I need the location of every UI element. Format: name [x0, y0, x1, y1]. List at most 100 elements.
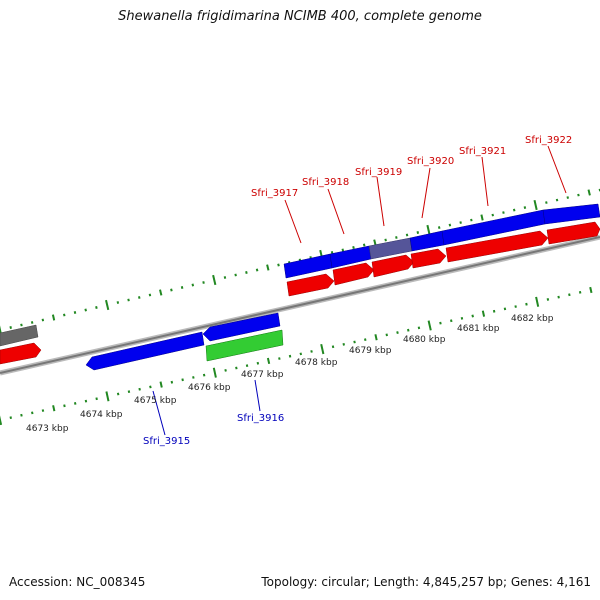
gene-sfri-3918-reverse[interactable]: [332, 262, 375, 286]
upper-tick-mark: [51, 314, 56, 321]
lower-tick-mark: [192, 376, 195, 379]
lower-tick-mark: [159, 381, 163, 388]
kbp-label-4682: 4682 kbp: [511, 314, 554, 324]
lower-tick-mark: [41, 409, 45, 412]
lower-tick-mark: [52, 405, 56, 412]
gene-green[interactable]: [205, 329, 284, 362]
lower-tick-mark: [278, 357, 281, 360]
locus-label-sfri-3921[interactable]: Sfri_3921: [459, 146, 506, 157]
lower-tick-mark: [95, 397, 98, 401]
upper-tick-mark: [352, 246, 355, 249]
upper-tick-mark: [245, 271, 248, 274]
lower-tick-mark: [288, 354, 292, 358]
kbp-label-4676: 4676 kbp: [188, 383, 231, 393]
locus-label-sfri-3920[interactable]: Sfri_3920: [407, 156, 454, 167]
accession-text: Accession: NC_008345: [9, 575, 146, 589]
upper-tick-mark: [223, 276, 227, 279]
locus-label-sfri-3922[interactable]: Sfri_3922: [525, 135, 572, 146]
upper-tick-mark: [459, 221, 462, 224]
locus-label-sfri-3917[interactable]: Sfri_3917: [251, 188, 298, 199]
lower-tick-mark: [427, 320, 432, 331]
lower-tick-mark: [0, 415, 3, 426]
lower-tick-mark: [202, 373, 206, 377]
gene-sfri-3915[interactable]: [85, 331, 205, 371]
upper-tick-mark: [30, 321, 34, 324]
lower-tick-mark: [417, 326, 421, 330]
lower-tick-mark: [224, 368, 227, 372]
lower-tick-mark: [407, 328, 410, 332]
upper-tick-track: [0, 188, 600, 336]
locus-label-sfri-3918[interactable]: Sfri_3918: [302, 177, 349, 188]
lower-tick-mark: [331, 345, 335, 349]
upper-tick-mark: [159, 289, 163, 296]
lower-tick-mark: [514, 305, 517, 308]
lower-tick-mark: [266, 357, 271, 365]
upper-tick-mark: [533, 199, 538, 211]
lower-tick-mark: [256, 361, 260, 365]
upper-tick-mark: [448, 223, 452, 227]
locus-label-sfri-3916[interactable]: Sfri_3916: [237, 413, 284, 424]
lower-tick-mark: [212, 367, 217, 378]
gene-sfri-3916-forward[interactable]: [202, 312, 281, 342]
lower-tick-mark: [503, 307, 507, 311]
kbp-label-4678: 4678 kbp: [295, 358, 338, 368]
genome-title: Shewanella frigidimarina NCIMB 400, comp…: [118, 9, 482, 24]
upper-tick-mark: [9, 326, 12, 329]
locus-label-sfri-3919[interactable]: Sfri_3919: [355, 167, 402, 178]
upper-tick-mark: [545, 201, 548, 204]
gene-sfri-3919-reverse[interactable]: [371, 254, 415, 278]
kbp-label-4677: 4677 kbp: [241, 370, 284, 380]
upper-tick-mark: [138, 296, 141, 299]
upper-tick-mark: [148, 293, 152, 297]
lower-tick-mark: [9, 416, 12, 420]
upper-tick-mark: [555, 198, 559, 202]
lower-tick-mark: [320, 343, 325, 355]
gene-sfri-3920-forward[interactable]: [409, 230, 445, 252]
lower-tick-mark: [546, 298, 550, 301]
upper-tick-mark: [255, 268, 259, 272]
kbp-label-4673: 4673 kbp: [26, 424, 69, 434]
lower-tick-mark: [73, 402, 77, 405]
gene-sfri-3917-reverse[interactable]: [286, 273, 335, 297]
locus-leader-lines-red: [284, 145, 567, 244]
kbp-label-4680: 4680 kbp: [403, 335, 446, 345]
upper-tick-mark: [191, 283, 195, 287]
upper-tick-mark: [502, 211, 505, 214]
gene-sfri-3920-reverse[interactable]: [410, 248, 447, 269]
upper-tick-mark: [480, 214, 484, 221]
upper-tick-mark: [577, 193, 580, 197]
lower-tick-mark: [299, 352, 303, 356]
upper-tick-mark: [362, 243, 366, 247]
upper-tick-mark: [512, 208, 516, 212]
upper-tick-mark: [470, 218, 473, 222]
lower-tick-mark: [439, 321, 442, 325]
lower-tick-mark: [342, 342, 345, 346]
upper-tick-mark: [202, 281, 205, 284]
gene-sfri-3922-reverse[interactable]: [546, 221, 600, 245]
lower-tick-mark: [374, 334, 378, 341]
lower-tick-mark: [105, 391, 110, 402]
genome-backbone: [0, 234, 600, 376]
upper-tick-mark: [491, 213, 494, 217]
upper-tick-mark: [95, 306, 98, 309]
lower-tick-mark: [127, 390, 131, 394]
upper-tick-mark: [170, 288, 173, 292]
lower-tick-mark: [245, 364, 249, 368]
lower-tick-mark: [492, 309, 496, 313]
kbp-label-4675: 4675 kbp: [134, 396, 177, 406]
gene-reverse-partial[interactable]: [0, 342, 42, 365]
locus-leader-lines-blue: [152, 379, 261, 436]
lower-tick-mark: [589, 286, 593, 294]
lower-tick-mark: [310, 350, 313, 353]
lower-tick-mark: [568, 293, 571, 297]
upper-tick-mark: [84, 308, 87, 312]
lower-tick-mark: [138, 387, 141, 391]
lower-tick-mark: [116, 392, 120, 396]
lower-tick-mark: [63, 404, 66, 408]
gene-sfri-3921-reverse[interactable]: [445, 230, 549, 263]
gene-sfri-3922-forward[interactable]: [542, 203, 600, 225]
gene-gray-partial[interactable]: [0, 324, 39, 347]
upper-tick-mark: [587, 189, 591, 196]
locus-label-sfri-3915[interactable]: Sfri_3915: [143, 436, 190, 447]
lower-tick-mark: [181, 378, 184, 382]
